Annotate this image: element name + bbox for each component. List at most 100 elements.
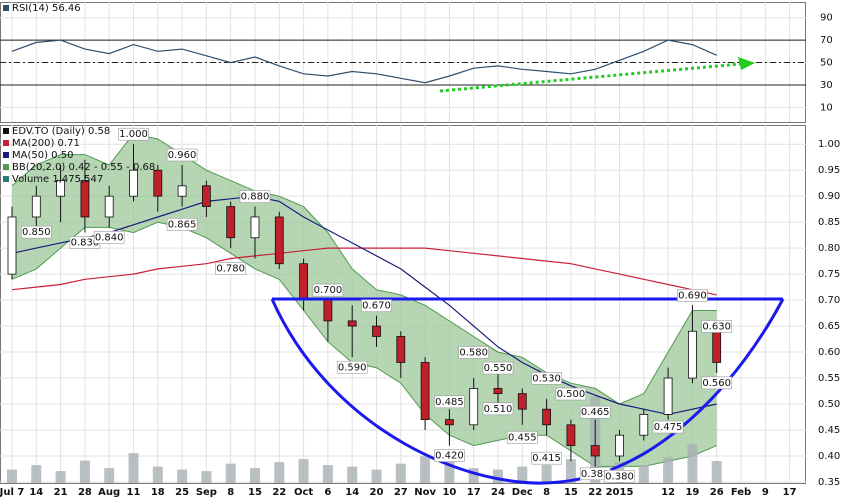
legend-swatch — [3, 140, 9, 146]
annotation-label: 0.865 — [168, 219, 197, 230]
x-tick-label: 22 — [588, 487, 602, 498]
annotation-box — [677, 288, 708, 302]
candle-body — [31, 195, 41, 218]
volume-bar — [274, 462, 285, 483]
y-tick-label: 30 — [820, 80, 833, 91]
volume-bar — [7, 469, 17, 483]
annotation-box — [361, 299, 392, 312]
annotation-label: 0.500 — [557, 389, 586, 400]
annotation-label: 0.465 — [581, 407, 610, 418]
x-tick-label: 22 — [272, 487, 286, 498]
volume-bar — [663, 457, 674, 483]
candle-body — [396, 336, 406, 363]
x-tick-label: 12 — [661, 487, 675, 498]
candle-body — [226, 206, 236, 239]
volume-bar — [322, 465, 333, 483]
legend-label: BB(20,2.0) 0.42 - 0.55 - 0.68 — [12, 162, 155, 173]
y-tick-label: 50 — [820, 58, 833, 69]
x-tick-label: 21 — [54, 487, 68, 498]
candle-body — [153, 169, 163, 197]
candle-body — [80, 180, 90, 218]
annotation-box — [166, 218, 198, 231]
candle-body — [493, 388, 503, 395]
volume-bar — [395, 463, 406, 483]
candle-body — [299, 263, 309, 301]
annotation-box — [215, 262, 246, 275]
candle-body — [250, 216, 260, 239]
volume-bar — [420, 456, 431, 483]
x-tick-label: Oct — [294, 487, 313, 498]
x-tick-label: 24 — [491, 487, 505, 498]
y-tick-label: 0.40 — [818, 451, 840, 462]
volume-bar — [347, 466, 358, 483]
annotation-label: 0.960 — [168, 150, 197, 161]
volume-bar — [298, 459, 309, 483]
annotation-box — [506, 431, 538, 444]
annotation-box — [482, 361, 514, 375]
annotation-box — [118, 127, 149, 141]
annotation-label: 0.670 — [362, 301, 391, 312]
annotation-label: 0.780 — [216, 264, 245, 275]
y-tick-label: 0.45 — [818, 425, 840, 436]
volume-bar — [565, 459, 576, 483]
x-tick-label: 19 — [685, 487, 699, 498]
candle-body — [566, 424, 576, 446]
annotation-box — [458, 346, 490, 359]
annotation-box — [555, 387, 587, 401]
candle-body — [542, 408, 551, 426]
volume-bar — [152, 466, 163, 483]
annotation-label: 0.485 — [435, 397, 464, 408]
annotation-label: 1.000 — [119, 129, 148, 140]
annotation-label: 0.850 — [22, 227, 51, 238]
annotation-box — [531, 451, 562, 465]
candle-body — [7, 216, 17, 275]
volume-bar — [201, 471, 212, 483]
x-tick-label: 15 — [248, 487, 262, 498]
y-tick-label: 10 — [820, 102, 833, 113]
annotation-box — [312, 283, 344, 297]
x-tick-label: 14 — [29, 487, 43, 498]
x-tick-label: 2015 — [606, 487, 634, 498]
x-tick-label: Dec — [512, 487, 533, 498]
x-tick-label: 8 — [227, 487, 234, 498]
x-tick-label: Sep — [196, 487, 217, 498]
annotation-label: 0.420 — [435, 451, 464, 462]
annotation-label: 0.385 — [581, 469, 610, 480]
volume-bar — [128, 453, 139, 483]
legend-swatch — [3, 152, 9, 158]
annotation-box — [434, 449, 465, 462]
x-tick-label: 17 — [783, 487, 797, 498]
candle-body — [712, 330, 722, 363]
candle-body — [104, 195, 114, 218]
candle-body — [274, 216, 284, 265]
annotation-box — [336, 360, 368, 374]
candle-body — [323, 299, 333, 322]
annotation-label: 0.830 — [71, 238, 100, 249]
annotation-label: 0.880 — [241, 192, 270, 203]
legend-label: EDV.TO (Daily) 0.58 — [12, 126, 110, 137]
y-tick-label: 0.60 — [818, 347, 840, 358]
annotation-box — [239, 190, 271, 203]
y-tick-label: 0.95 — [818, 165, 840, 176]
y-tick-label: 90 — [820, 13, 833, 24]
ma-line — [11, 247, 717, 296]
legend-label: MA(200) 0.71 — [12, 138, 80, 149]
labels: Jul 7 14 21 28 Aug 11 18 25 Sep 8 15 22 Oct 6 14 20 27 No… — [0, 3, 840, 498]
volume-bar — [711, 460, 722, 483]
candle-body — [615, 434, 624, 457]
annotation-label: 0.530 — [532, 373, 561, 384]
annotation-box — [579, 405, 611, 419]
annotation-box — [482, 402, 514, 416]
candle-body — [372, 325, 381, 337]
candle-body — [201, 185, 211, 207]
legend-label: MA(50) 0.50 — [12, 150, 73, 161]
volume-bar — [517, 466, 528, 483]
candle-body — [517, 393, 527, 410]
x-tick-label: 25 — [175, 487, 189, 498]
candle-body — [639, 414, 649, 436]
ma-line — [11, 195, 717, 416]
y-tick-label: 70 — [820, 35, 833, 46]
candle-body — [129, 169, 138, 197]
annotation-label: 0.690 — [678, 290, 707, 301]
x-tick-label: Nov — [414, 487, 436, 498]
